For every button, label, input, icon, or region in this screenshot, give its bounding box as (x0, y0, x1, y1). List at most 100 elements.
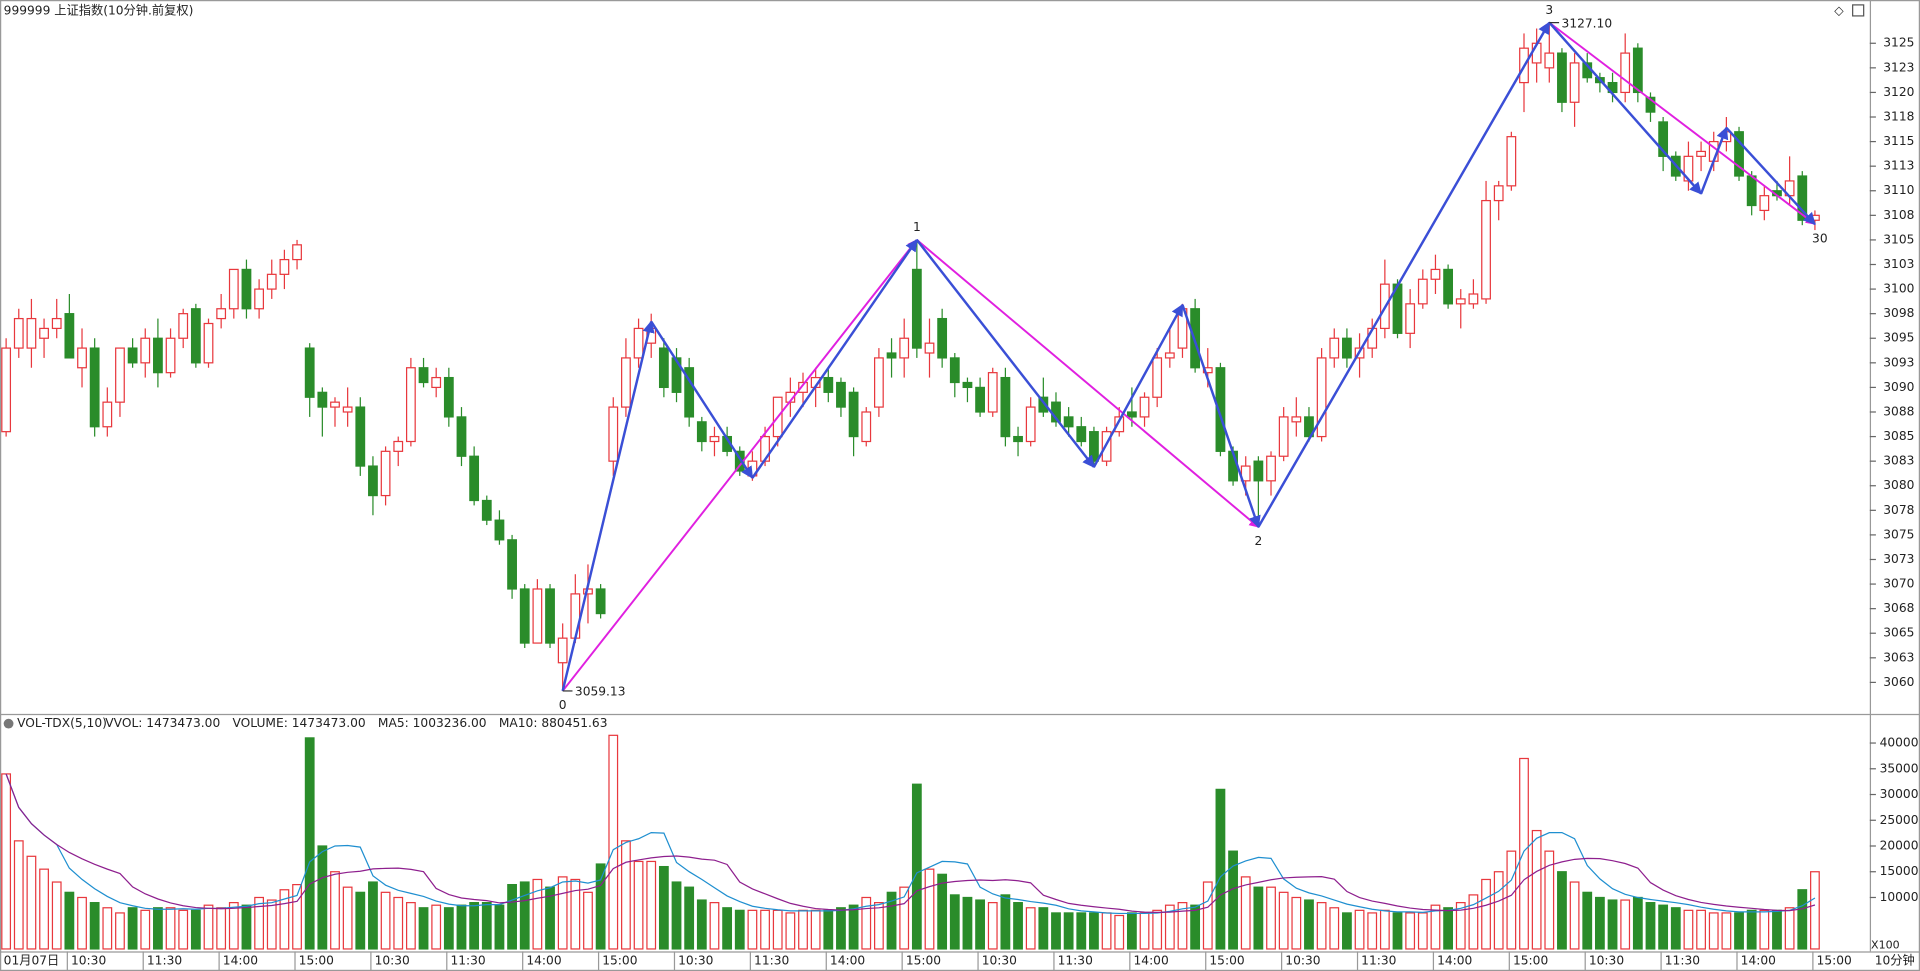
volume-bar (89, 902, 100, 950)
y-tick-label: 10000 (1880, 890, 1919, 904)
volume-bar (633, 860, 644, 950)
candle-body (848, 391, 859, 438)
wave-segment (1092, 303, 1184, 468)
y-tick-label: 3088 (1883, 404, 1914, 418)
ma-line (5, 773, 1816, 913)
volume-bar (1253, 886, 1264, 950)
candle-body (1000, 376, 1011, 438)
candle-body (519, 588, 530, 644)
candle-body (1417, 278, 1428, 305)
unit-label: X100 (1871, 938, 1900, 951)
candle-body (798, 381, 808, 393)
candle-body (127, 347, 138, 364)
candle-body (1544, 52, 1555, 69)
y-tick-label: 20000 (1880, 839, 1919, 853)
volume-bar (785, 912, 796, 950)
volume-bar (216, 907, 227, 950)
candle-body (1253, 460, 1264, 482)
volume-bar (330, 871, 340, 950)
candle-body (342, 406, 353, 413)
candle-body (823, 376, 834, 393)
volume-bar (1797, 889, 1808, 950)
volume-bar (1683, 909, 1694, 950)
volume-bar (1278, 891, 1289, 950)
volume-bar (279, 889, 290, 950)
y-tick-label: 3083 (1883, 454, 1914, 468)
volume-bar (1063, 912, 1074, 950)
volume-bar (405, 902, 416, 950)
candle-body (304, 347, 315, 398)
candle-body (621, 357, 631, 408)
volume-bar (1557, 871, 1567, 950)
candle-body (418, 367, 429, 384)
x-tick-label: 11:30 (754, 954, 789, 968)
volume-bar (266, 899, 277, 950)
volume-bar (557, 876, 568, 950)
candle-body (1025, 406, 1036, 443)
wave-label: 2 (1254, 534, 1262, 548)
volume-bar (595, 863, 606, 950)
volume-bar (1582, 891, 1593, 950)
icon-menu[interactable] (3, 718, 14, 729)
x-tick-label: 11:30 (1665, 954, 1700, 968)
volume-bar (1759, 909, 1770, 950)
candle-body (1304, 416, 1314, 438)
volume-bar (1708, 912, 1719, 950)
volume-bar (254, 896, 265, 950)
candle-body (228, 268, 239, 310)
candle-body (1696, 150, 1706, 157)
candle-body (1620, 52, 1631, 94)
candle-body (1797, 175, 1808, 221)
volume-bar (1025, 907, 1036, 950)
x-tick-label: 14:00 (223, 954, 258, 968)
volume-bar (747, 909, 758, 950)
y-tick-label: 3125 (1883, 36, 1914, 50)
volume-bar (1632, 896, 1643, 950)
candle-body (886, 352, 897, 359)
x-tick-label: 10:30 (982, 954, 1017, 968)
volume-bar (836, 907, 846, 950)
candle-body (861, 411, 872, 443)
volume-bar (621, 840, 631, 950)
candle-body (279, 258, 290, 275)
volume-bar (241, 904, 252, 950)
candle-body (1632, 47, 1643, 94)
candle-body (456, 416, 467, 457)
x-tick-label: 15:00 (1513, 954, 1548, 968)
x-tick-label: 10:30 (71, 954, 106, 968)
volume-bar (1658, 904, 1669, 950)
x-tick-label: 11:30 (450, 954, 485, 968)
volume-bar (1772, 909, 1782, 950)
candle-body (380, 450, 391, 497)
candle-body (115, 347, 125, 403)
volume-bar (507, 883, 517, 950)
candle-body (494, 519, 505, 541)
volume-bar (886, 891, 897, 950)
volume-bar (583, 891, 593, 950)
volume-bar (1013, 902, 1023, 950)
candle-body (671, 357, 682, 393)
candle-body (292, 244, 302, 261)
y-tick-label: 3105 (1883, 232, 1914, 246)
candle-body (153, 337, 163, 374)
volume-bar (949, 894, 960, 950)
legend-entry: MA5: 1003236.00 (378, 716, 487, 730)
candle-body (975, 386, 985, 413)
candle-body (1734, 131, 1744, 177)
y-tick-label: 3093 (1883, 355, 1914, 369)
x-tick-label: 15:00 (1209, 954, 1244, 968)
icon-window[interactable] (1852, 4, 1865, 17)
volume-bar (519, 881, 530, 950)
wave-segment (1181, 304, 1261, 529)
y-tick-label: 3068 (1883, 601, 1914, 615)
icon-diamond[interactable]: ◇ (1834, 4, 1844, 18)
volume-bar (1038, 907, 1049, 950)
volume-bar (696, 899, 707, 950)
volume-bar (911, 783, 922, 950)
volume-bar (798, 909, 808, 950)
candle-body (1076, 426, 1087, 443)
candle-body (481, 499, 492, 521)
candle-body (924, 342, 935, 354)
volume-bar (1164, 904, 1175, 950)
volume-bar (292, 883, 302, 950)
